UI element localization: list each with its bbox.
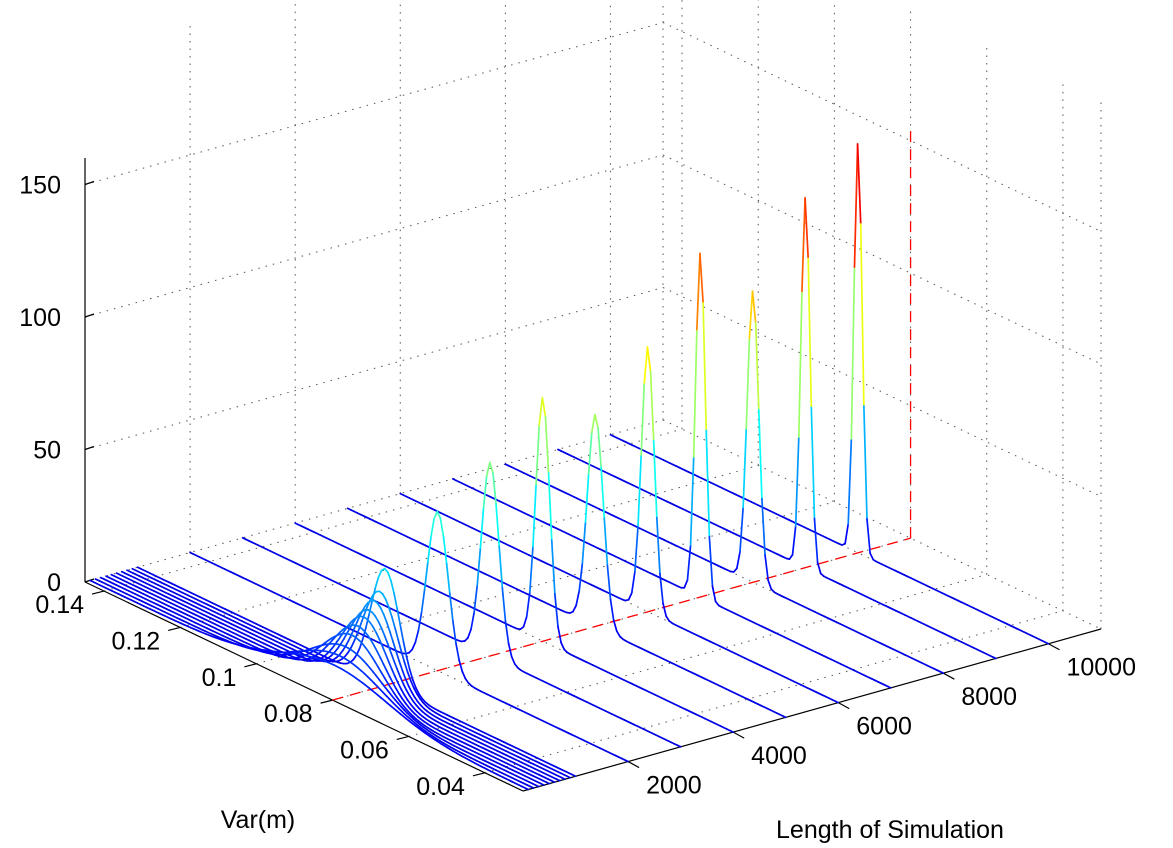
x-axis-line [84,581,524,792]
grid-line [256,501,835,665]
y-tick-label: 2000 [646,772,702,800]
y-tick-mark [627,761,640,769]
series-curve [241,461,682,748]
grid-line [662,22,1102,232]
series-curve [120,570,561,782]
series-curve [294,396,735,733]
grid-line [408,573,987,737]
series-curve [89,579,530,791]
x-tick-mark [396,735,409,741]
z-tick-mark [84,180,95,186]
series-curve [346,413,787,719]
series-curve [557,197,997,660]
grid-line [662,287,1102,497]
z-tick-label: 150 [19,172,61,200]
z-tick-mark [84,313,95,318]
x-tick-label: 0.14 [35,591,84,619]
y-tick-label: 4000 [751,742,807,770]
x-tick-label: 0.04 [416,773,465,801]
series-lines [89,143,1050,791]
grid-line [103,428,683,592]
series-curve [99,576,540,788]
z-tick-mark [84,445,95,451]
series-curve [94,578,535,789]
grid-lines [84,0,1102,774]
z-tick-label: 100 [19,304,61,332]
y-tick-mark [837,702,850,710]
series-curve [451,252,892,689]
series-curve [110,573,551,785]
x-tick-label: 0.08 [264,700,313,728]
y-axis-line [522,628,1102,792]
grid-line [484,610,1064,774]
x-tick-label: 0.12 [112,627,161,655]
y-tick-label: 10000 [1066,654,1136,682]
series-curve [115,572,556,784]
series-curve [504,290,945,675]
grid-line [662,419,1102,630]
series-curve [609,143,1050,645]
x-tick-mark [168,626,181,632]
y-tick-label: 6000 [856,713,912,741]
series-curve [105,575,545,786]
x-tick-mark [320,699,333,704]
axes [84,158,1102,792]
reference-line-floor [332,537,911,701]
x-tick-label: 0.1 [202,664,237,692]
grid-line [84,22,664,185]
x-tick-mark [472,772,486,777]
z-tick-label: 0 [47,569,61,597]
y-tick-label: 8000 [961,683,1017,711]
tick-labels: 0.14 0.12 0.1 0.08 0.06 0.04 2000 4000 6000 8000 1… [19,172,1136,801]
y-tick-mark [1048,643,1060,651]
grid-line [180,464,759,628]
grid-line [332,537,911,701]
x-tick-mark [91,590,105,595]
grid-line [84,419,664,583]
grid-line [84,154,664,318]
y-tick-mark [732,731,745,739]
grid-line [662,154,1102,365]
y-axis-title: Length of Simulation [776,816,1004,844]
x-axis-title: Var(m) [221,806,296,834]
y-tick-mark [943,672,955,680]
x-tick-label: 0.06 [340,736,389,764]
series-curve [399,346,840,704]
reference-line [332,127,912,701]
z-tick-label: 50 [33,437,61,465]
grid-line [84,287,664,450]
x-tick-mark [244,663,257,668]
